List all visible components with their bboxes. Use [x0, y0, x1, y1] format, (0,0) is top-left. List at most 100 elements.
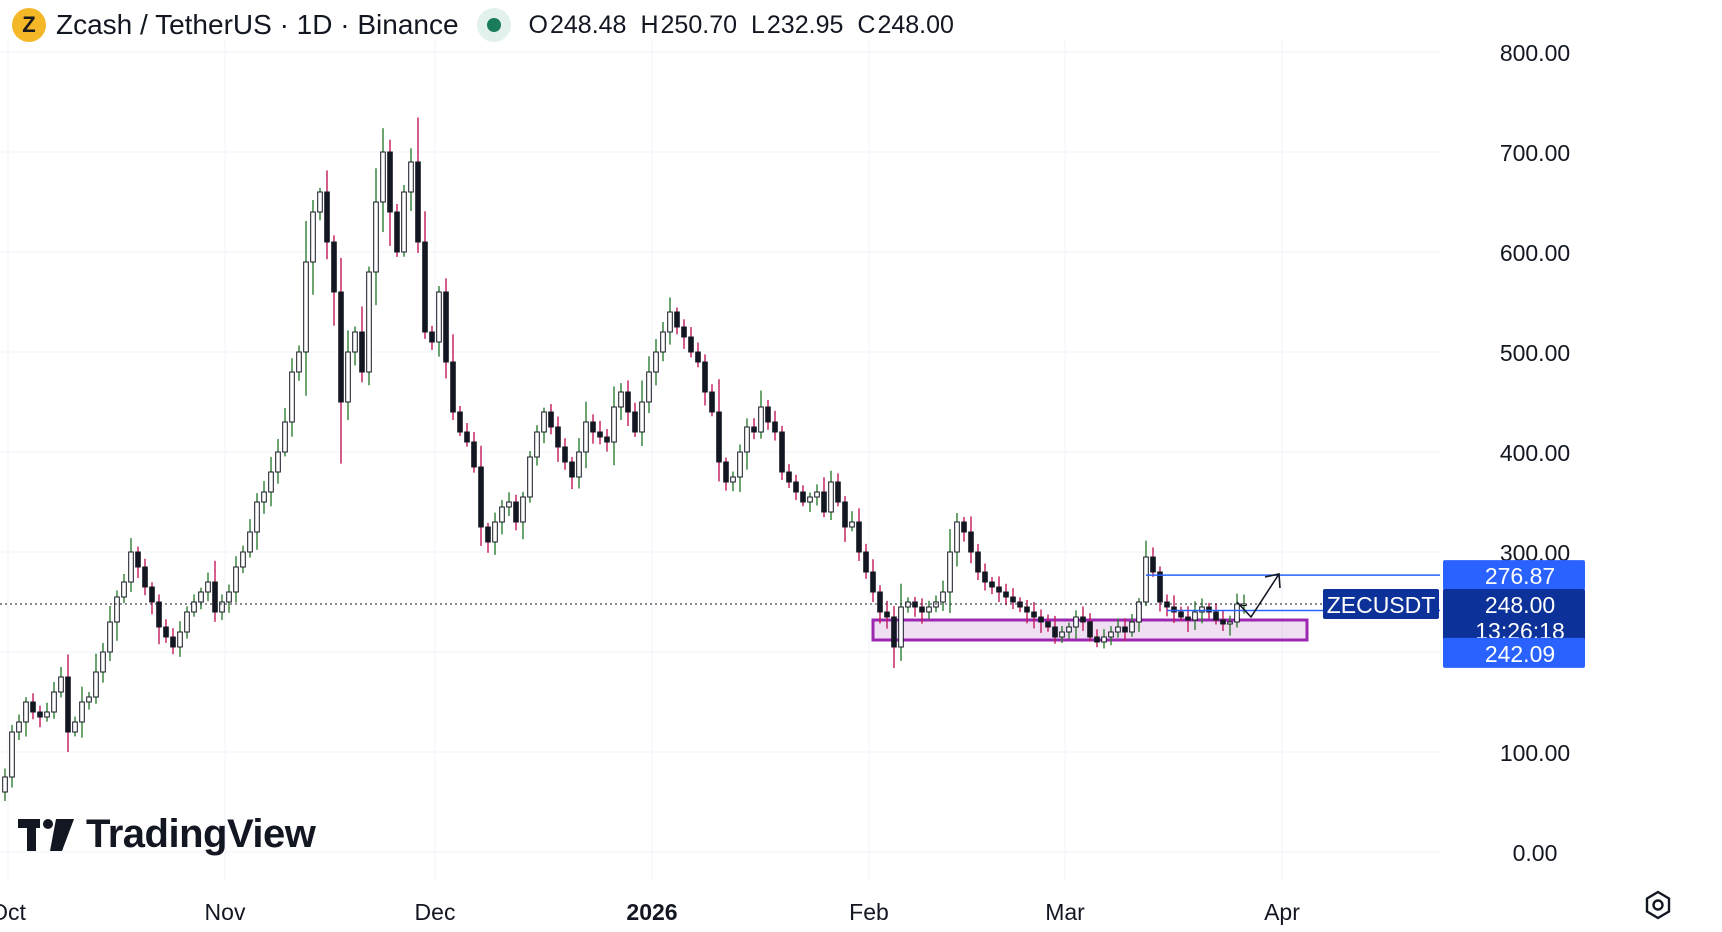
candle-body [625, 391, 631, 413]
x-axis-tick-label: Dec [415, 899, 456, 925]
candle-body [485, 526, 491, 543]
candle-body [527, 456, 533, 498]
candle-body [590, 421, 596, 433]
y-axis-tick-label: 400.00 [1500, 440, 1570, 466]
candle-body [373, 201, 379, 273]
candle-body [422, 241, 428, 333]
y-axis-tick-label: 0.00 [1513, 840, 1558, 866]
candle-body [653, 351, 659, 373]
candle-body [100, 651, 106, 673]
candle-body [65, 676, 71, 733]
candle-body [338, 291, 344, 403]
projection-arrow[interactable] [1236, 573, 1280, 619]
candle-body [1101, 636, 1107, 643]
chart-title[interactable]: Zcash / TetherUS · 1D · Binance [56, 9, 459, 40]
candle-body [1129, 621, 1135, 633]
candle-body [471, 441, 477, 468]
open-value: 248.48 [550, 10, 627, 39]
ohlc-readout: O248.48 H250.70 L232.95 C248.00 [529, 11, 954, 40]
candle-body [611, 406, 617, 443]
candle-body [618, 391, 624, 408]
x-axis-tick-label: Apr [1264, 899, 1300, 925]
close-value: 248.00 [877, 10, 954, 39]
candle-body [786, 471, 792, 483]
last-price-box [1443, 589, 1585, 647]
candle-body [93, 671, 99, 698]
candle-body [58, 676, 64, 693]
candle-body [849, 521, 855, 528]
candle-body [716, 411, 722, 463]
projection-arrowhead [1264, 573, 1281, 589]
x-axis-tick-label: Mar [1045, 899, 1085, 925]
candle-body [289, 371, 295, 423]
candle-body [198, 591, 204, 603]
high-value: 250.70 [660, 10, 737, 39]
candle-body [1059, 631, 1065, 638]
candle-body [44, 711, 50, 718]
candle-body [737, 451, 743, 478]
candle-body [135, 551, 141, 568]
settings-icon[interactable] [1643, 890, 1673, 920]
candle-body [751, 426, 757, 433]
candle-body [275, 451, 281, 473]
y-axis-tick-label: 700.00 [1500, 140, 1570, 166]
x-axis-tick-label: Feb [849, 899, 889, 925]
candle-body [464, 431, 470, 443]
candle-body [1171, 606, 1177, 613]
candle-body [1157, 571, 1163, 603]
candle-body [1122, 626, 1128, 633]
candle-body [163, 626, 169, 638]
zcash-coin-icon: Z [12, 8, 46, 42]
y-axis-tick-label: 600.00 [1500, 240, 1570, 266]
candle-body [758, 406, 764, 433]
candle-body [492, 521, 498, 543]
candle-body [191, 601, 197, 613]
candle-body [352, 331, 358, 353]
candle-body [233, 566, 239, 593]
candle-body [604, 436, 610, 443]
candle-body [772, 421, 778, 433]
candle-body [1024, 606, 1030, 613]
candle-body [541, 411, 547, 433]
candle-body [107, 621, 113, 653]
candle-body [121, 581, 127, 598]
candle-body [261, 491, 267, 503]
candle-body [170, 636, 176, 648]
symbol-label-box [1323, 589, 1439, 619]
candle-body [450, 361, 456, 413]
tradingview-logo[interactable]: TradingView [18, 812, 316, 857]
candle-body [499, 506, 505, 523]
low-key: L [751, 10, 765, 39]
candle-body [548, 411, 554, 428]
candle-body [632, 411, 638, 433]
candle-body [268, 471, 274, 493]
candle-body [996, 586, 1002, 593]
candle-body [569, 461, 575, 478]
candle-body [1094, 636, 1100, 643]
candle-body [142, 566, 148, 588]
candle-body [429, 331, 435, 343]
candle-body [1108, 631, 1114, 638]
x-axis-tick-label: 2026 [626, 899, 677, 925]
candle-body [387, 151, 393, 213]
candle-body [863, 551, 869, 573]
candle-body [835, 481, 841, 503]
candle-body [380, 151, 386, 203]
candle-body [282, 421, 288, 453]
candle-body [219, 601, 225, 613]
candle-body [639, 401, 645, 433]
candle-body [366, 271, 372, 373]
candle-body [807, 496, 813, 503]
candle-body [86, 696, 92, 703]
candle-body [1115, 626, 1121, 633]
candle-body [779, 431, 785, 473]
y-axis-tick-label: 100.00 [1500, 740, 1570, 766]
candle-body [149, 586, 155, 603]
market-status-icon[interactable] [476, 8, 511, 42]
candle-body [842, 501, 848, 528]
brand-name: TradingView [86, 812, 316, 856]
candle-body [1038, 616, 1044, 623]
candle-body [702, 361, 708, 393]
